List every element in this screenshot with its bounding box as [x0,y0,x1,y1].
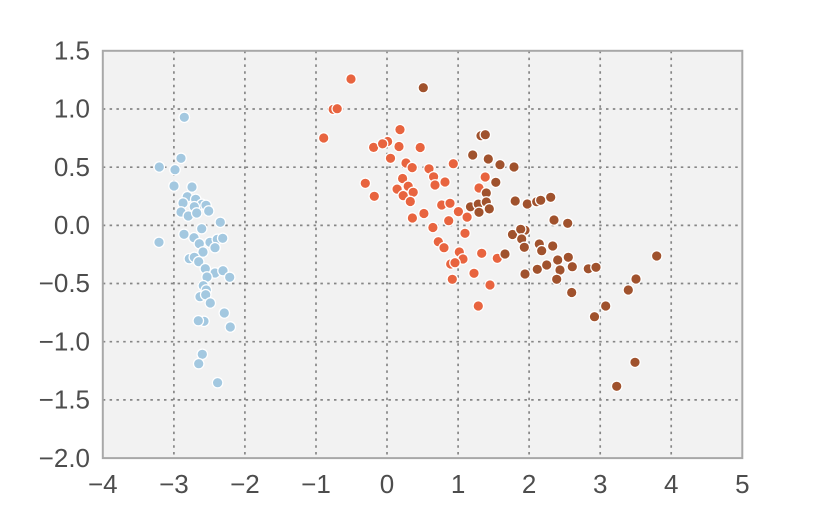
svg-text:3: 3 [593,469,607,499]
svg-text:−0.5: −0.5 [39,268,90,298]
svg-text:5: 5 [735,469,749,499]
svg-text:−1: −1 [301,469,331,499]
svg-text:−1.0: −1.0 [39,326,90,356]
svg-text:0.5: 0.5 [54,152,90,182]
svg-text:1.0: 1.0 [54,94,90,124]
svg-text:−4: −4 [88,469,118,499]
svg-text:−1.5: −1.5 [39,385,90,415]
svg-text:1.5: 1.5 [54,36,90,66]
svg-text:−2.0: −2.0 [39,443,90,473]
svg-text:1: 1 [451,469,465,499]
svg-text:0.0: 0.0 [54,210,90,240]
svg-text:−3: −3 [159,469,189,499]
svg-text:4: 4 [664,469,678,499]
svg-text:2: 2 [522,469,536,499]
svg-text:0: 0 [380,469,394,499]
svg-text:−2: −2 [230,469,260,499]
